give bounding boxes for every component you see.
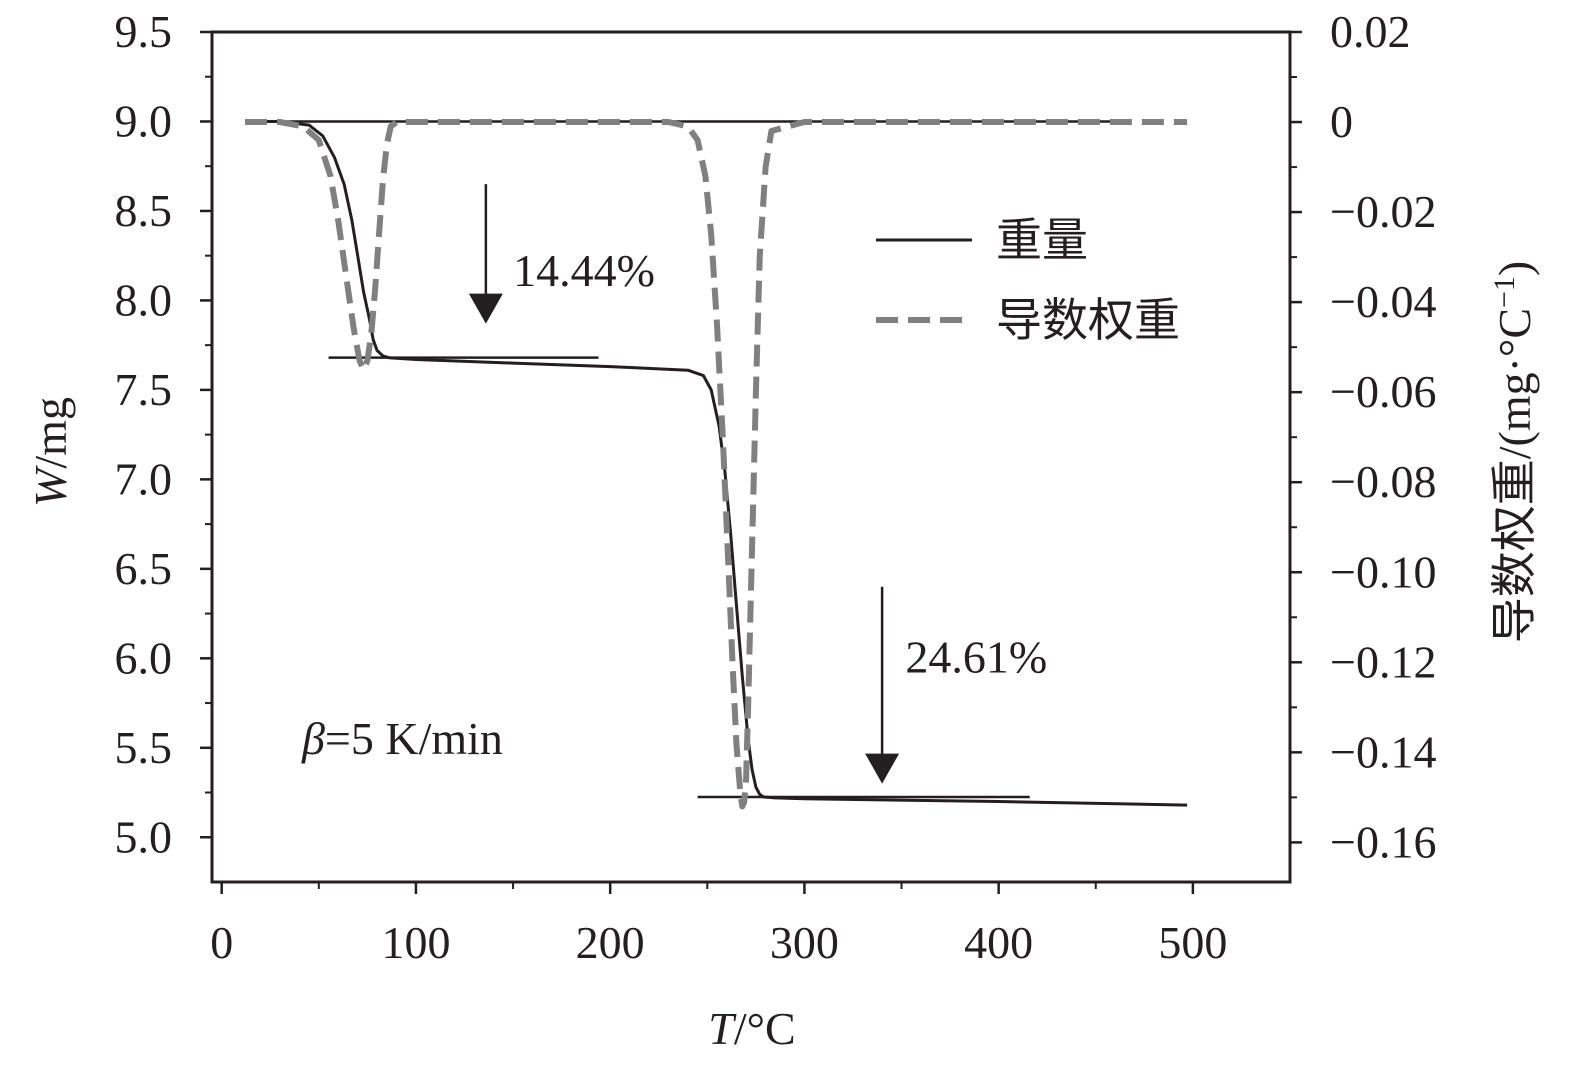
y-tick-label: 9.0 [115,95,173,146]
y-tick-label: 7.0 [115,453,173,504]
arrow-head [468,293,503,324]
annotations: 14.44% 24.61% β=5 K/min [301,245,1047,764]
x-tick-label: 200 [576,917,645,968]
x-tick-label: 100 [381,917,450,968]
y2-tick-label: −0.08 [1330,456,1436,507]
y-axis-title: W/mg [25,397,76,507]
annotation-arrows [468,184,900,784]
y-tick-label: 8.0 [115,274,173,325]
y2-tick-label: −0.10 [1330,546,1436,597]
y2-tick-label: −0.12 [1330,636,1436,687]
series-lines [245,119,1188,810]
y2-tick-label: −0.02 [1330,186,1436,237]
reference-lines [245,120,1120,799]
plot-frame [210,30,1292,884]
y2-axis-title: 导数权重/(mg·°C−1) [1488,261,1541,644]
axis-ticks: 0 100 200 300 400 500 5.0 5.5 6.0 6.5 7.0 7.5 8.0 8.5… [115,6,1437,968]
axis-titles: T/°C W/mg 导数权重/(mg·°C−1) [25,261,1540,1054]
legend-label: 重量 [996,215,1088,266]
y2-tick-label: −0.04 [1330,276,1436,327]
y2-tick-label: 0.02 [1330,6,1411,57]
y-tick-label: 7.5 [115,364,173,415]
arrow-head [865,753,900,784]
y-tick-label: 9.5 [115,6,173,57]
heating-rate-label: β=5 K/min [301,713,503,764]
y2-tick-label: 0 [1330,96,1353,147]
x-tick-label: 400 [964,917,1033,968]
annotation-label: 24.61% [905,632,1047,683]
x-tick-label: 300 [770,917,839,968]
weight-line [245,120,1188,807]
x-tick-label: 500 [1158,917,1227,968]
y-tick-label: 5.0 [115,811,173,862]
x-axis-title: T/°C [708,1003,795,1054]
derivative-weight-line [245,119,1188,810]
legend-label: 导数权重 [996,295,1180,346]
y-tick-label: 5.5 [115,722,173,773]
y-tick-label: 6.0 [115,632,173,683]
y-tick-label: 6.5 [115,543,173,594]
y-tick-label: 8.5 [115,185,173,236]
y2-tick-label: −0.16 [1330,816,1436,867]
x-tick-label: 0 [210,917,233,968]
plot-frame-rect [210,30,1292,884]
y2-tick-label: −0.06 [1330,366,1436,417]
y2-tick-label: −0.14 [1330,726,1436,777]
annotation-label: 14.44% [513,245,655,296]
